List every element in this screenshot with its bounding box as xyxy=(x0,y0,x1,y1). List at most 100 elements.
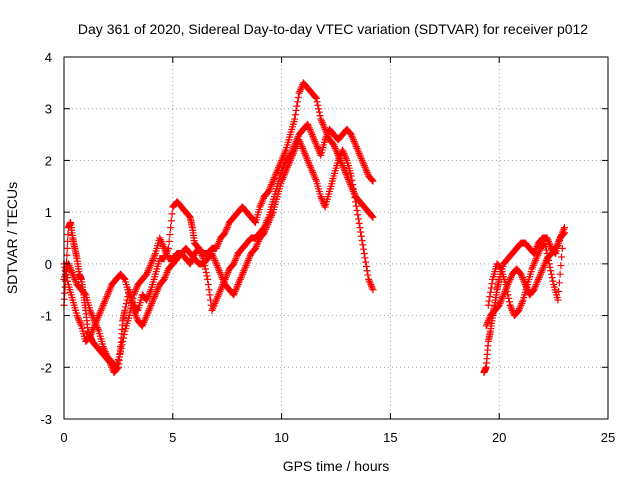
data-point xyxy=(507,274,515,282)
data-point xyxy=(119,274,127,282)
y-axis-label: SDTVAR / TECUs xyxy=(4,182,20,294)
data-point xyxy=(362,258,370,266)
data-point xyxy=(186,260,194,268)
data-point xyxy=(214,241,222,249)
data-point xyxy=(537,268,545,276)
data-point xyxy=(364,271,372,279)
data-point xyxy=(310,170,318,178)
data-point xyxy=(312,175,320,183)
data-point xyxy=(219,275,227,283)
data-point xyxy=(313,143,321,151)
data-point xyxy=(286,158,294,166)
data-point xyxy=(283,163,291,171)
data-point xyxy=(130,289,138,297)
data-point xyxy=(307,165,315,173)
data-point xyxy=(238,270,246,278)
data-point xyxy=(323,132,331,140)
data-point xyxy=(147,260,155,268)
data-point xyxy=(533,279,541,287)
data-point xyxy=(149,255,157,263)
data-point xyxy=(549,277,557,285)
data-point xyxy=(86,332,94,340)
data-point xyxy=(143,268,151,276)
data-point xyxy=(61,263,69,271)
data-point xyxy=(195,244,203,252)
data-point xyxy=(158,239,166,247)
y-tick-label: -1 xyxy=(40,309,52,324)
data-point xyxy=(154,286,162,294)
data-point xyxy=(360,160,368,168)
data-point xyxy=(484,301,492,309)
data-point xyxy=(156,234,164,242)
data-point xyxy=(542,243,550,251)
series-trace-f xyxy=(484,239,566,320)
data-point xyxy=(299,146,307,154)
data-point xyxy=(368,212,376,220)
data-point xyxy=(310,134,318,142)
data-point xyxy=(233,284,241,292)
data-point xyxy=(485,297,493,305)
data-point xyxy=(88,329,96,337)
data-point xyxy=(315,105,323,113)
data-point xyxy=(518,300,526,308)
data-point xyxy=(554,296,562,304)
data-point xyxy=(281,148,289,156)
data-point xyxy=(354,148,362,156)
data-point xyxy=(503,287,511,295)
data-point xyxy=(65,262,73,270)
data-point xyxy=(558,244,566,252)
data-point xyxy=(352,198,360,206)
data-point xyxy=(163,268,171,276)
data-point xyxy=(531,284,539,292)
data-point xyxy=(102,294,110,302)
data-point xyxy=(297,141,305,149)
x-tick-label: 0 xyxy=(60,430,67,445)
data-point xyxy=(138,322,146,330)
data-point xyxy=(209,251,217,259)
data-point xyxy=(312,141,320,149)
x-tick-label: 20 xyxy=(492,430,506,445)
data-point xyxy=(281,170,289,178)
data-point xyxy=(304,156,312,164)
data-point xyxy=(244,258,252,266)
data-point xyxy=(150,294,158,302)
data-point xyxy=(117,344,125,352)
data-point xyxy=(87,331,95,339)
data-point xyxy=(215,289,223,297)
data-point xyxy=(63,251,71,259)
data-point xyxy=(167,217,175,225)
data-point xyxy=(162,250,170,258)
data-point xyxy=(156,236,164,244)
data-point xyxy=(357,155,365,163)
data-point xyxy=(306,125,314,133)
data-point xyxy=(80,289,88,297)
data-point xyxy=(301,150,309,158)
y-tick-label: -2 xyxy=(40,360,52,375)
data-point xyxy=(518,272,526,280)
data-point xyxy=(279,174,287,182)
data-point xyxy=(196,248,204,256)
data-point xyxy=(295,89,303,97)
data-point xyxy=(292,106,300,114)
data-point xyxy=(146,287,154,295)
data-point xyxy=(88,312,96,320)
data-point xyxy=(131,287,139,295)
data-point xyxy=(534,250,542,258)
data-point xyxy=(223,270,231,278)
data-point xyxy=(290,148,298,156)
data-point xyxy=(73,312,81,320)
data-point xyxy=(143,270,151,278)
data-point xyxy=(483,320,491,328)
data-point xyxy=(217,286,225,294)
data-point xyxy=(100,300,108,308)
data-point xyxy=(356,151,364,159)
data-point xyxy=(312,94,320,102)
data-point xyxy=(496,300,504,308)
data-point xyxy=(145,291,153,299)
data-point xyxy=(268,179,276,187)
data-point xyxy=(340,165,348,173)
data-point xyxy=(560,229,568,237)
data-point xyxy=(221,229,229,237)
data-point xyxy=(341,151,349,159)
